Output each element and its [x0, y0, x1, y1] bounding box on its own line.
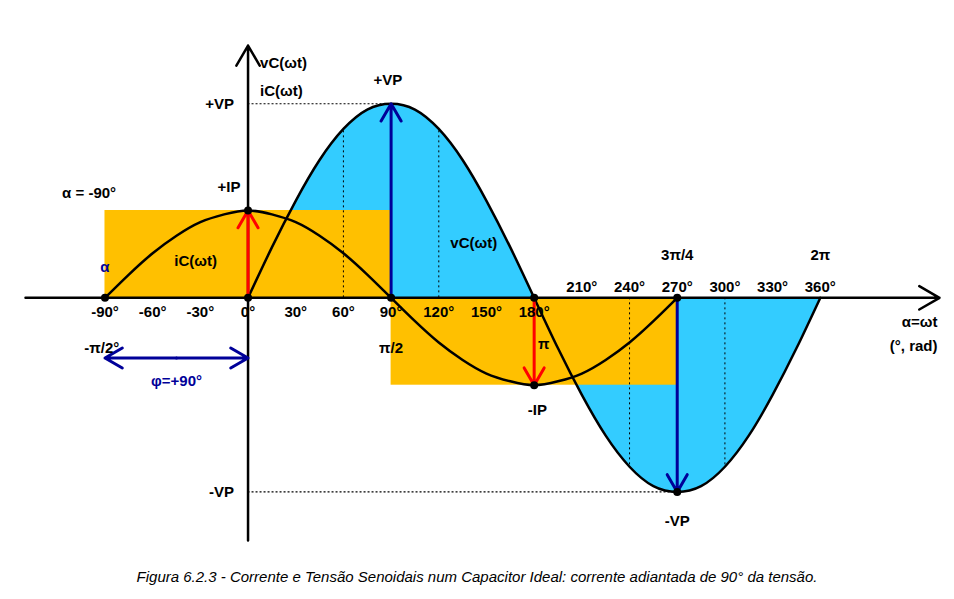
html-text:Figura 6.2.3 - Corrente e Tens: Figura 6.2.3 - Corrente e Tensão Senoida…	[136, 568, 818, 585]
svg-text:+VP: +VP	[374, 71, 403, 88]
svg-text:φ=+90°: φ=+90°	[151, 372, 202, 389]
svg-text:0°: 0°	[241, 303, 255, 320]
svg-text:-90°: -90°	[91, 303, 119, 320]
svg-text:vC(ωt)iC(ωt): vC(ωt)iC(ωt)	[260, 54, 307, 100]
svg-text:π: π	[538, 335, 550, 352]
svg-text:α: α	[100, 258, 110, 275]
svg-text:π/2: π/2	[379, 339, 403, 356]
svg-text:90°: 90°	[380, 303, 403, 320]
svg-text:2π: 2π	[810, 246, 830, 263]
svg-text:270°: 270°	[662, 278, 693, 295]
svg-text:+IP: +IP	[217, 178, 240, 195]
svg-text:α=ωt(°, rad): α=ωt(°, rad)	[890, 313, 938, 354]
svg-text:-30°: -30°	[187, 303, 215, 320]
svg-text:120°: 120°	[423, 303, 454, 320]
svg-text:α = -90°: α = -90°	[62, 184, 116, 201]
svg-text:300°: 300°	[709, 278, 740, 295]
svg-text:210°: 210°	[566, 278, 597, 295]
svg-text:180°: 180°	[519, 303, 550, 320]
svg-text:30°: 30°	[284, 303, 307, 320]
svg-text:360°: 360°	[805, 278, 836, 295]
svg-text:-IP: -IP	[528, 401, 547, 418]
svg-text:-VP: -VP	[665, 512, 690, 529]
svg-text:iC(ωt): iC(ωt)	[174, 252, 217, 269]
svg-text:+VP: +VP	[205, 95, 234, 112]
svg-text:3π/4: 3π/4	[661, 246, 694, 263]
svg-text:-π/2°: -π/2°	[84, 339, 119, 356]
svg-text:150°: 150°	[471, 303, 502, 320]
svg-text:-60°: -60°	[139, 303, 167, 320]
svg-text:vC(ωt): vC(ωt)	[450, 234, 497, 251]
svg-text:60°: 60°	[332, 303, 355, 320]
svg-text:330°: 330°	[757, 278, 788, 295]
svg-text:240°: 240°	[614, 278, 645, 295]
svg-text:-VP: -VP	[209, 483, 234, 500]
